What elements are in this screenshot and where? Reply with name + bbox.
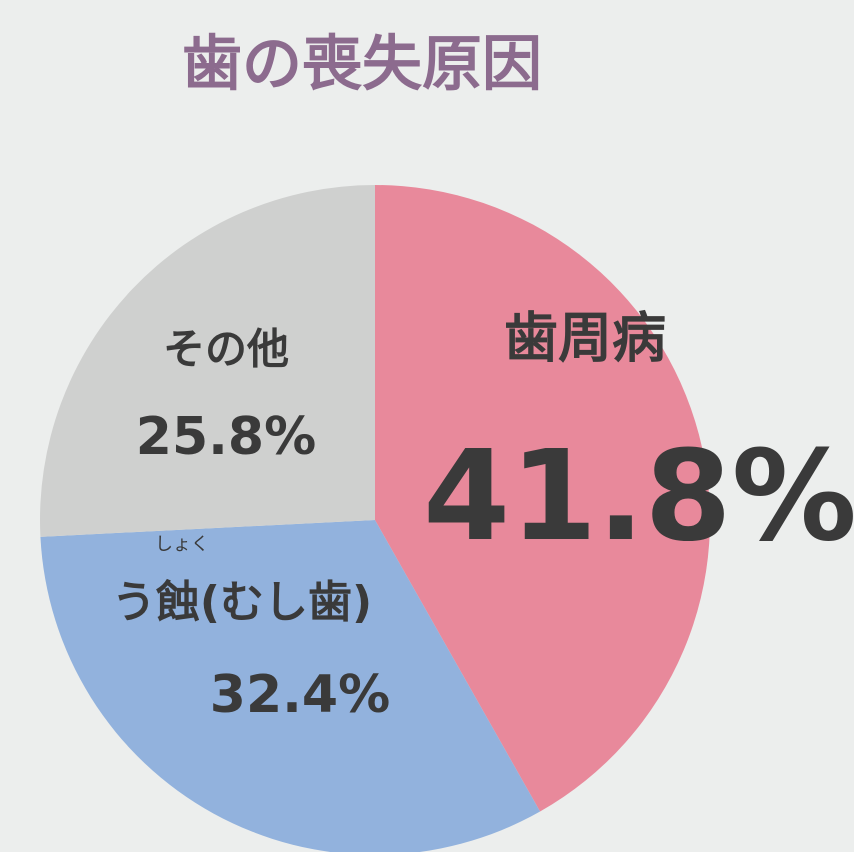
category-label: 歯周病 (504, 307, 666, 370)
category-label: その他 (163, 325, 289, 374)
value-label: 41.8% (423, 424, 854, 569)
pie-slice (375, 185, 710, 812)
value-label: 25.8% (136, 407, 316, 467)
category-label: う蝕(むし歯) (112, 577, 372, 628)
chart-title: 歯の喪失原因 (182, 30, 542, 100)
value-label: 32.4% (210, 665, 390, 725)
pie-slice (40, 520, 541, 852)
ruby-annotation: しょく (155, 534, 209, 555)
pie-slice (40, 185, 375, 537)
